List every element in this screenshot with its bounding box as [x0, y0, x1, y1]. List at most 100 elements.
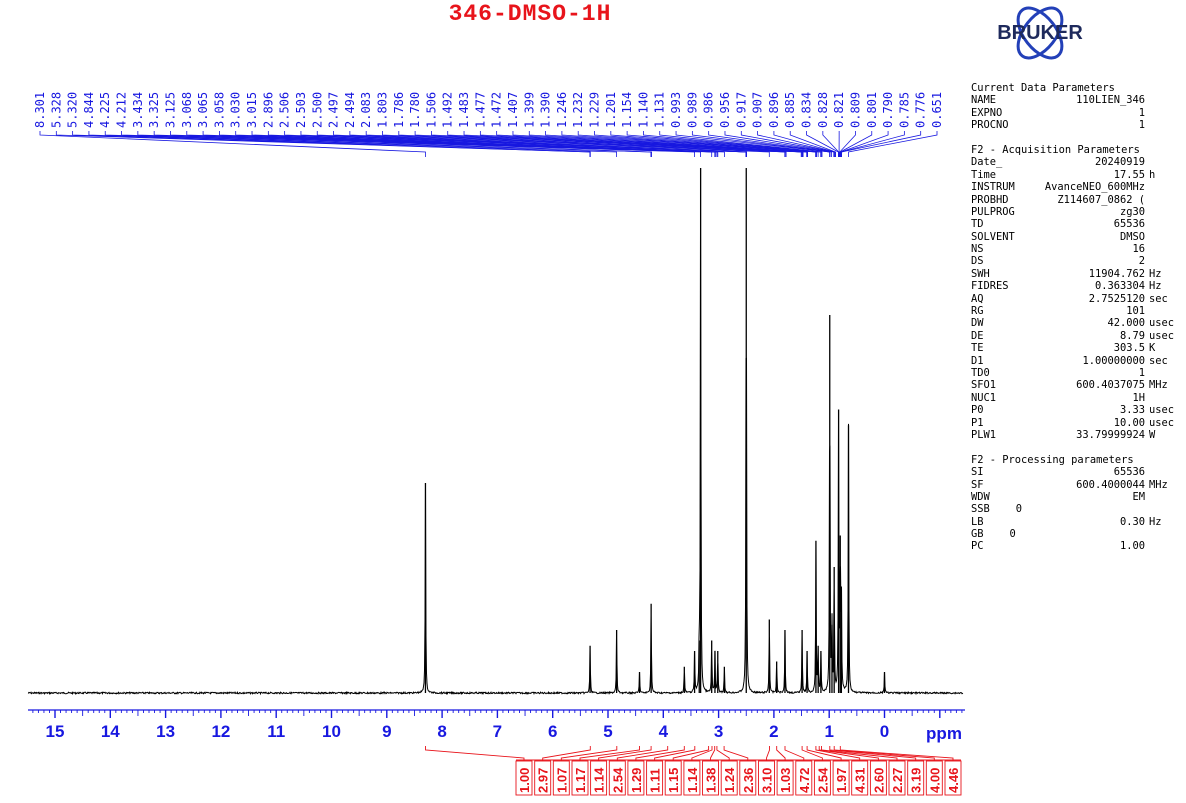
param-key: GB — [971, 528, 984, 541]
peak-label-connector — [643, 131, 822, 157]
integral-connector — [839, 746, 954, 761]
param-key: AQ — [971, 292, 984, 305]
peak-label-connector — [365, 131, 770, 157]
peak-label-connector — [840, 131, 889, 157]
peak-label-text: 1.803 — [375, 92, 389, 128]
peak-label-text: 0.896 — [767, 92, 781, 128]
integral-value: 2.97 — [536, 768, 551, 793]
param-row: PROBHD Z114607_0862 ( — [971, 194, 1183, 206]
param-row: WDW EM — [971, 491, 1183, 503]
integral: 1.00 — [425, 746, 533, 796]
param-value: 0.30 — [1119, 515, 1145, 528]
peak-label-text: 1.140 — [636, 92, 650, 128]
peak-label-connector — [789, 131, 836, 157]
param-unit: MHz — [1149, 379, 1168, 392]
peak-label-connector — [773, 131, 836, 157]
peak-label: 1.780 — [408, 92, 787, 157]
peak-label: 0.907 — [751, 92, 835, 157]
peak-label-text: 3.125 — [163, 92, 177, 128]
peak-label: 0.785 — [840, 92, 911, 157]
peak-label: 0.896 — [767, 92, 836, 157]
param-unit — [1149, 156, 1183, 168]
param-row: NS 16 — [971, 243, 1183, 255]
peak-label-connector — [839, 131, 873, 157]
integral-value: 1.17 — [573, 768, 588, 793]
peak-label-text: 0.809 — [848, 92, 862, 128]
tick-label: 5 — [603, 722, 612, 741]
peak-label-text: 1.229 — [588, 92, 602, 128]
peak-label-text: 0.834 — [800, 92, 814, 128]
peak-label-connector — [740, 131, 835, 157]
peak-label-connector — [724, 131, 832, 157]
peak-label-text: 5.320 — [66, 92, 80, 128]
tick-label: 13 — [156, 722, 175, 741]
integral-value: 1.07 — [554, 768, 569, 793]
peak-label: 1.492 — [441, 92, 803, 157]
integral-value: 1.00 — [517, 768, 532, 793]
param-key: SF — [971, 478, 984, 491]
integral: 2.54 — [801, 746, 831, 796]
param-key: INSTRUM — [971, 181, 1015, 194]
param-row: DE 8.79 usec — [971, 330, 1183, 342]
param-value: 1 — [1138, 366, 1145, 379]
param-key: Time — [971, 168, 997, 181]
peak-label-text: 1.399 — [522, 92, 536, 128]
integral-connector — [691, 746, 713, 761]
peak-label: 3.325 — [147, 92, 701, 157]
param-row: P1 10.00 usec — [971, 417, 1183, 429]
peak-label-connector — [626, 131, 822, 157]
integral-value: 3.10 — [760, 768, 775, 793]
tick-label: 10 — [322, 722, 341, 741]
param-value: 600.4000044 — [1076, 478, 1145, 491]
integral: 4.72 — [784, 746, 813, 796]
peak-label-text: 3.030 — [229, 92, 243, 128]
peak-label-connector — [267, 131, 725, 157]
spectrum-title: 346-DMSO-1H — [448, 1, 612, 27]
integral-connector — [635, 746, 685, 761]
integral-box — [758, 760, 775, 796]
integral-box — [515, 760, 533, 796]
integral-connector — [716, 746, 730, 761]
integral-connector — [815, 746, 861, 761]
integral-box — [813, 760, 831, 796]
integral-layer: 1.00 2.97 1.07 1.17 1.14 2.54 1.29 1.11 1.15 1.14… — [425, 746, 962, 796]
peak-label-text: 0.956 — [718, 92, 732, 128]
peak-label-text: 1.201 — [604, 92, 618, 128]
peak-label-connector — [72, 131, 591, 157]
integral-box — [646, 760, 664, 796]
peak-label-text: 0.821 — [832, 92, 846, 128]
param-key: SI — [971, 466, 984, 479]
integral-value: 1.97 — [834, 768, 849, 793]
peak-label-text: 3.068 — [180, 92, 194, 128]
param-value: DMSO — [1119, 230, 1145, 243]
param-key: Date_ — [971, 156, 1003, 169]
peak-label-text: 1.780 — [408, 92, 422, 128]
spectrum-trace — [27, 231, 964, 696]
peak-label: 3.015 — [245, 92, 719, 157]
peak-label-text: 3.434 — [131, 92, 145, 128]
peak-label: 1.390 — [539, 92, 808, 157]
peak-label-connector — [757, 131, 835, 157]
integral-box — [702, 760, 719, 796]
integral: 1.15 — [664, 746, 710, 796]
param-unit: Hz — [1149, 515, 1162, 528]
param-key: EXPNO — [971, 106, 1003, 119]
param-key: DW — [971, 317, 984, 330]
integral-box — [944, 760, 962, 796]
param-unit — [1149, 540, 1183, 552]
integral-value: 1.15 — [666, 768, 681, 793]
peak-label: 0.801 — [839, 92, 879, 157]
param-unit — [1149, 491, 1183, 503]
param-key: SSB — [971, 503, 990, 516]
param-value: 1 — [1138, 106, 1145, 119]
peak-label: 1.131 — [653, 92, 823, 157]
param-unit — [1149, 243, 1183, 255]
param-row: DS 2 — [971, 255, 1183, 267]
peak-label-connector — [121, 131, 652, 157]
peak-label: 0.986 — [702, 92, 831, 157]
param-value: 42.000 — [1107, 317, 1145, 330]
param-value: 1.00 — [1119, 540, 1145, 553]
integral-box — [925, 760, 943, 796]
param-unit: usec — [1149, 329, 1175, 342]
peak-label-text: 3.325 — [147, 92, 161, 128]
